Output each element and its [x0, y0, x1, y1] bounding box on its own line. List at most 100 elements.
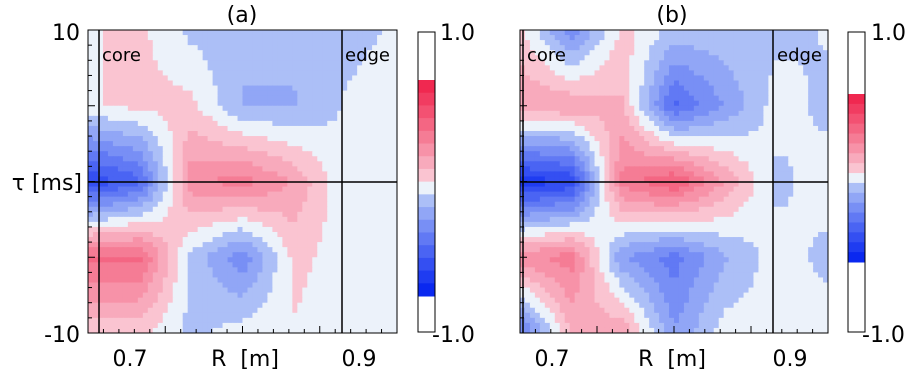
- panel-b-cell: [559, 40, 566, 46]
- panel-a-cell: [122, 151, 129, 157]
- panel-b-cell: [758, 65, 765, 71]
- panel-a-cell: [192, 85, 199, 92]
- panel-a-cell: [267, 45, 273, 51]
- panel-a-cell: [287, 322, 293, 329]
- panel-a-cell: [192, 115, 199, 122]
- panel-b-cell: [529, 65, 536, 71]
- panel-b-cell: [723, 120, 730, 127]
- panel-a-cell: [347, 120, 353, 127]
- panel-a-cell: [102, 322, 109, 329]
- panel-a-cell: [197, 277, 204, 284]
- panel-b-cell: [773, 110, 779, 117]
- panel-a-cell: [232, 110, 239, 117]
- panel-b-cell: [783, 80, 789, 87]
- panel-a-cell: [247, 115, 254, 122]
- panel-a-cell: [232, 247, 239, 253]
- panel-b-cell: [718, 95, 725, 102]
- panel-a-cell: [377, 166, 383, 172]
- panel-a-cell: [342, 90, 348, 97]
- panel-a-cell: [187, 262, 194, 268]
- panel-a-cell: [157, 120, 164, 127]
- panel-a-cell: [392, 186, 397, 193]
- panel-a-cell: [207, 216, 214, 223]
- panel-a-cell: [117, 317, 124, 324]
- panel-a-cell: [372, 171, 378, 178]
- panel-a-cell: [177, 297, 184, 304]
- panel-a-cell: [377, 90, 383, 97]
- panel-a-cell: [392, 247, 397, 253]
- panel-a-cell: [257, 75, 264, 82]
- panel-b-cell: [589, 125, 596, 132]
- panel-a-cell: [332, 40, 338, 46]
- panel-b-cell: [718, 80, 725, 87]
- panel-b-cell: [788, 75, 794, 82]
- panel-a-cell: [282, 327, 288, 333]
- panel-a-cell: [322, 206, 328, 213]
- panel-a-cell: [352, 262, 358, 268]
- panel-a-cell: [262, 50, 269, 56]
- panel-b-cell: [579, 35, 586, 41]
- panel-a-cell: [177, 146, 184, 152]
- panel-a-cell: [127, 287, 134, 294]
- panel-a-cell: [167, 115, 174, 122]
- panel-a-cell: [237, 45, 244, 51]
- panel-a-cell: [367, 50, 373, 56]
- panel-b-cell: [574, 50, 581, 56]
- panel-a-cell: [88, 267, 94, 273]
- panel-a-cell: [377, 105, 383, 112]
- panel-a-cell: [212, 120, 219, 127]
- panel-a-cell: [392, 282, 397, 289]
- panel-a-cell: [347, 272, 353, 279]
- panel-a-cell: [202, 50, 209, 56]
- panel-a-cell: [372, 206, 378, 213]
- panel-b-cell: [659, 45, 665, 51]
- panel-b-cell: [604, 75, 611, 82]
- panel-a-cell: [377, 247, 383, 253]
- panel-b-cell: [559, 60, 566, 66]
- panel-a-cell: [207, 166, 214, 172]
- colorbar-a-max: 1.0: [440, 21, 475, 46]
- panel-a-cell: [157, 302, 164, 309]
- panel-a-cell: [317, 242, 323, 248]
- panel-a-cell: [312, 65, 318, 71]
- panel-a-cell: [88, 40, 94, 46]
- panel-a-cell: [372, 242, 378, 248]
- panel-a-cell: [287, 125, 293, 132]
- panel-a-cell: [167, 191, 174, 198]
- panel-a-cell: [187, 80, 194, 87]
- panel-a-cell: [112, 45, 119, 51]
- panel-a-cell: [342, 161, 348, 167]
- panel-a-cell: [302, 85, 308, 92]
- panel-a-cell: [322, 317, 328, 324]
- panel-a-cell: [167, 60, 174, 66]
- panel-a-cell: [267, 196, 273, 203]
- panel-a-cell: [127, 186, 134, 193]
- panel-a-cell: [317, 80, 323, 87]
- panel-a-cell: [172, 262, 179, 268]
- panel-a-cell: [152, 272, 159, 279]
- panel-a-cell: [152, 226, 159, 233]
- panel-a-cell: [177, 262, 184, 268]
- panel-a-cell: [127, 95, 134, 102]
- panel-a-cell: [112, 282, 119, 289]
- panel-b-cell: [713, 40, 720, 46]
- panel-a-cell: [172, 327, 179, 333]
- panel-a-cell: [112, 105, 119, 112]
- panel-a-cell: [317, 302, 323, 309]
- panel-a-cell: [117, 232, 124, 238]
- panel-a-cell: [117, 161, 124, 167]
- panel-b-cell: [768, 65, 774, 71]
- panel-a-cell: [237, 257, 244, 263]
- panel-a-cell: [157, 287, 164, 294]
- panel-a-cell: [157, 146, 164, 152]
- panel-a-cell: [237, 105, 244, 112]
- panel-a-cell: [342, 302, 348, 309]
- panel-a-cell: [132, 262, 139, 268]
- panel-a-cell: [247, 201, 254, 208]
- panel-a-cell: [152, 257, 159, 263]
- panel-a-cell: [122, 267, 129, 273]
- panel-a-cell: [117, 312, 124, 319]
- panel-a-cell: [88, 247, 94, 253]
- panel-a-cell: [262, 75, 269, 82]
- panel-a-cell: [182, 60, 189, 66]
